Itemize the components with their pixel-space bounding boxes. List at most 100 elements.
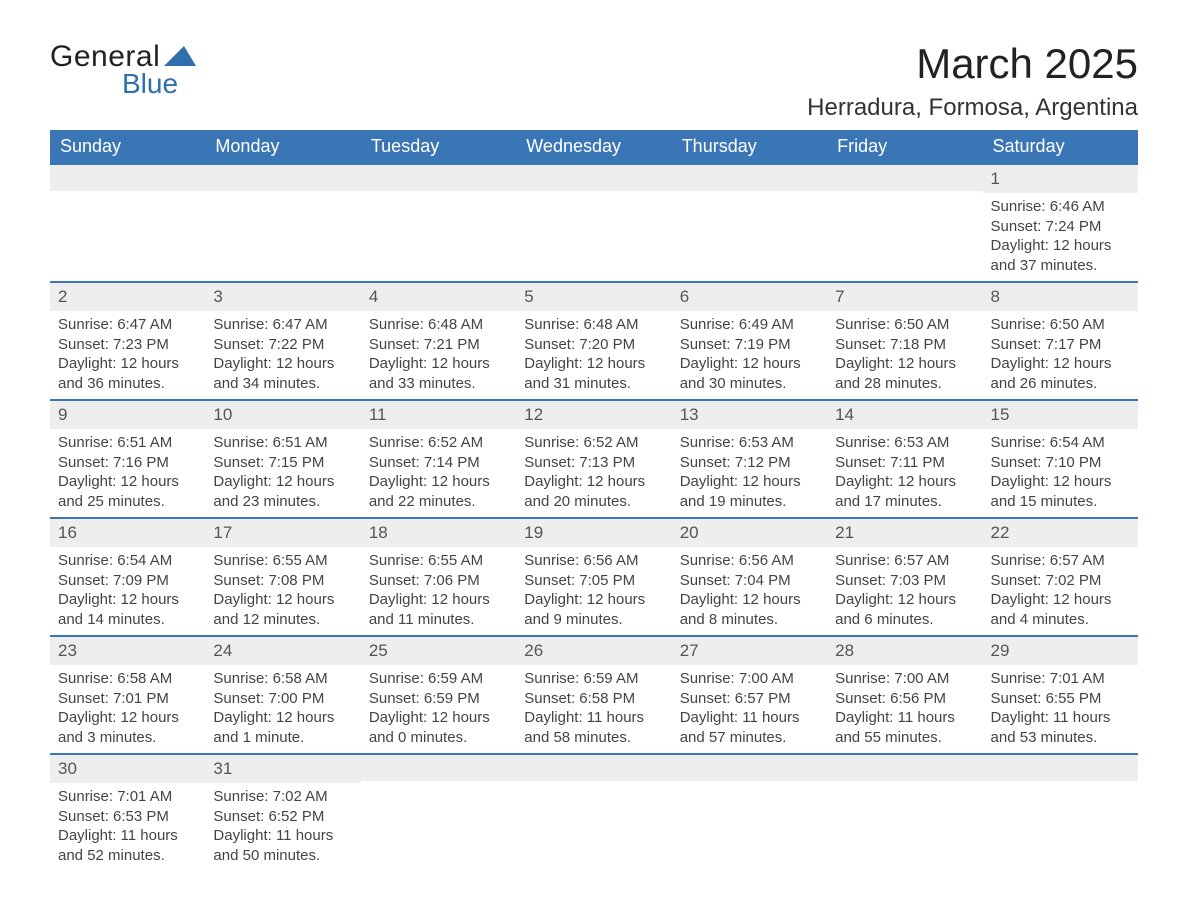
sunrise-text: Sunrise: 6:56 AM xyxy=(524,551,663,571)
daylight-text: Daylight: 12 hours and 22 minutes. xyxy=(369,472,508,511)
sunset-text: Sunset: 7:19 PM xyxy=(680,335,819,355)
daylight-text: Daylight: 12 hours and 37 minutes. xyxy=(991,236,1130,275)
daylight-text: Daylight: 12 hours and 31 minutes. xyxy=(524,354,663,393)
daylight-text: Daylight: 12 hours and 12 minutes. xyxy=(213,590,352,629)
day-number-bar: 7 xyxy=(827,281,982,311)
day-body xyxy=(205,191,360,211)
calendar-day-cell xyxy=(516,753,671,871)
sunrise-text: Sunrise: 7:02 AM xyxy=(213,787,352,807)
calendar-day-cell: 26Sunrise: 6:59 AMSunset: 6:58 PMDayligh… xyxy=(516,635,671,753)
sunrise-text: Sunrise: 6:48 AM xyxy=(524,315,663,335)
sunrise-text: Sunrise: 6:50 AM xyxy=(835,315,974,335)
daylight-text: Daylight: 12 hours and 3 minutes. xyxy=(58,708,197,747)
calendar-day-cell: 14Sunrise: 6:53 AMSunset: 7:11 PMDayligh… xyxy=(827,399,982,517)
sunrise-text: Sunrise: 6:53 AM xyxy=(835,433,974,453)
calendar-day-cell: 1Sunrise: 6:46 AMSunset: 7:24 PMDaylight… xyxy=(983,163,1138,281)
calendar-day-cell xyxy=(983,753,1138,871)
day-body: Sunrise: 6:52 AMSunset: 7:13 PMDaylight:… xyxy=(516,429,671,517)
sunset-text: Sunset: 6:52 PM xyxy=(213,807,352,827)
day-body xyxy=(672,781,827,801)
day-body xyxy=(516,191,671,211)
calendar-day-cell: 22Sunrise: 6:57 AMSunset: 7:02 PMDayligh… xyxy=(983,517,1138,635)
calendar-week-row: 30Sunrise: 7:01 AMSunset: 6:53 PMDayligh… xyxy=(50,753,1138,871)
calendar-day-cell: 23Sunrise: 6:58 AMSunset: 7:01 PMDayligh… xyxy=(50,635,205,753)
day-number-bar: 11 xyxy=(361,399,516,429)
sunset-text: Sunset: 7:01 PM xyxy=(58,689,197,709)
weekday-header-cell: Monday xyxy=(205,130,360,163)
daylight-text: Daylight: 12 hours and 8 minutes. xyxy=(680,590,819,629)
calendar-day-cell: 2Sunrise: 6:47 AMSunset: 7:23 PMDaylight… xyxy=(50,281,205,399)
day-number-bar: 19 xyxy=(516,517,671,547)
sunset-text: Sunset: 7:00 PM xyxy=(213,689,352,709)
day-number-bar: 4 xyxy=(361,281,516,311)
sunrise-text: Sunrise: 6:51 AM xyxy=(58,433,197,453)
daylight-text: Daylight: 11 hours and 58 minutes. xyxy=(524,708,663,747)
daylight-text: Daylight: 12 hours and 17 minutes. xyxy=(835,472,974,511)
calendar-day-cell: 13Sunrise: 6:53 AMSunset: 7:12 PMDayligh… xyxy=(672,399,827,517)
daylight-text: Daylight: 12 hours and 14 minutes. xyxy=(58,590,197,629)
sunset-text: Sunset: 7:13 PM xyxy=(524,453,663,473)
calendar-week-row: 16Sunrise: 6:54 AMSunset: 7:09 PMDayligh… xyxy=(50,517,1138,635)
calendar-day-cell: 20Sunrise: 6:56 AMSunset: 7:04 PMDayligh… xyxy=(672,517,827,635)
sunrise-text: Sunrise: 6:51 AM xyxy=(213,433,352,453)
sunset-text: Sunset: 7:11 PM xyxy=(835,453,974,473)
calendar-day-cell: 11 Sunrise: 6:52 AMSunset: 7:14 PMDayligh… xyxy=(361,399,516,517)
day-body: Sunrise: 7:02 AMSunset: 6:52 PMDaylight:… xyxy=(205,783,360,871)
sunrise-text: Sunrise: 6:54 AM xyxy=(991,433,1130,453)
day-body: Sunrise: 6:50 AMSunset: 7:17 PMDaylight:… xyxy=(983,311,1138,399)
day-number-bar: 6 xyxy=(672,281,827,311)
daylight-text: Daylight: 12 hours and 25 minutes. xyxy=(58,472,197,511)
sunset-text: Sunset: 7:02 PM xyxy=(991,571,1130,591)
sunset-text: Sunset: 7:16 PM xyxy=(58,453,197,473)
day-number-bar xyxy=(983,753,1138,781)
sunset-text: Sunset: 7:14 PM xyxy=(369,453,508,473)
day-number-bar xyxy=(516,163,671,191)
sunset-text: Sunset: 7:03 PM xyxy=(835,571,974,591)
calendar-day-cell: 6Sunrise: 6:49 AMSunset: 7:19 PMDaylight… xyxy=(672,281,827,399)
day-number-bar: 9 xyxy=(50,399,205,429)
calendar-day-cell: 19Sunrise: 6:56 AMSunset: 7:05 PMDayligh… xyxy=(516,517,671,635)
sunrise-text: Sunrise: 6:46 AM xyxy=(991,197,1130,217)
day-number-bar: 3 xyxy=(205,281,360,311)
daylight-text: Daylight: 12 hours and 36 minutes. xyxy=(58,354,197,393)
sunrise-text: Sunrise: 7:00 AM xyxy=(835,669,974,689)
sunrise-text: Sunrise: 7:01 AM xyxy=(991,669,1130,689)
calendar-day-cell xyxy=(361,753,516,871)
day-number-bar xyxy=(827,753,982,781)
sunset-text: Sunset: 7:17 PM xyxy=(991,335,1130,355)
daylight-text: Daylight: 11 hours and 52 minutes. xyxy=(58,826,197,865)
weekday-header-cell: Tuesday xyxy=(361,130,516,163)
day-number-bar: 28 xyxy=(827,635,982,665)
daylight-text: Daylight: 12 hours and 6 minutes. xyxy=(835,590,974,629)
day-body: Sunrise: 6:59 AMSunset: 6:58 PMDaylight:… xyxy=(516,665,671,753)
sunrise-text: Sunrise: 6:48 AM xyxy=(369,315,508,335)
daylight-text: Daylight: 12 hours and 9 minutes. xyxy=(524,590,663,629)
sunrise-text: Sunrise: 6:52 AM xyxy=(369,433,508,453)
weekday-header-cell: Sunday xyxy=(50,130,205,163)
day-number-bar xyxy=(361,163,516,191)
logo-text-blue: Blue xyxy=(122,68,196,100)
daylight-text: Daylight: 12 hours and 30 minutes. xyxy=(680,354,819,393)
daylight-text: Daylight: 12 hours and 20 minutes. xyxy=(524,472,663,511)
daylight-text: Daylight: 12 hours and 0 minutes. xyxy=(369,708,508,747)
title-block: March 2025 Herradura, Formosa, Argentina xyxy=(807,40,1138,122)
sunset-text: Sunset: 7:20 PM xyxy=(524,335,663,355)
weekday-header-cell: Friday xyxy=(827,130,982,163)
day-number-bar xyxy=(516,753,671,781)
calendar-day-cell xyxy=(516,163,671,281)
calendar-day-cell: 5Sunrise: 6:48 AMSunset: 7:20 PMDaylight… xyxy=(516,281,671,399)
day-number-bar: 27 xyxy=(672,635,827,665)
day-body xyxy=(827,781,982,801)
day-body: Sunrise: 7:00 AMSunset: 6:56 PMDaylight:… xyxy=(827,665,982,753)
day-body: Sunrise: 6:56 AMSunset: 7:05 PMDaylight:… xyxy=(516,547,671,635)
calendar-day-cell: 24Sunrise: 6:58 AMSunset: 7:00 PMDayligh… xyxy=(205,635,360,753)
day-number-bar: 22 xyxy=(983,517,1138,547)
day-body: Sunrise: 6:53 AMSunset: 7:12 PMDaylight:… xyxy=(672,429,827,517)
day-body xyxy=(672,191,827,211)
day-number-bar: 31 xyxy=(205,753,360,783)
sunrise-text: Sunrise: 6:52 AM xyxy=(524,433,663,453)
day-body: Sunrise: 7:01 AMSunset: 6:53 PMDaylight:… xyxy=(50,783,205,871)
sunset-text: Sunset: 7:15 PM xyxy=(213,453,352,473)
day-number-bar xyxy=(827,163,982,191)
calendar-day-cell xyxy=(827,163,982,281)
